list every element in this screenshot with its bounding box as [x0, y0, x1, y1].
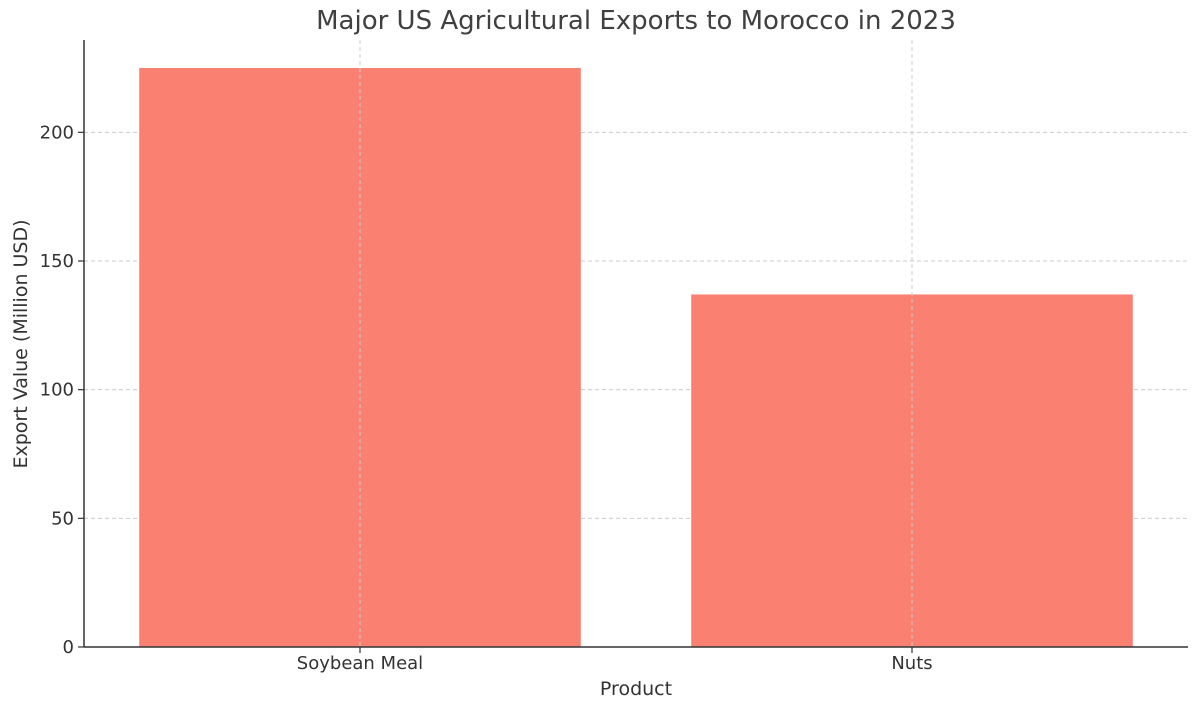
x-tick-label: Nuts	[891, 653, 932, 674]
x-axis-ticks: Soybean Meal Nuts	[297, 647, 933, 674]
y-axis-ticks: 0 50 100 150 200	[40, 122, 84, 658]
chart-title: Major US Agricultural Exports to Morocco…	[316, 6, 956, 36]
y-axis-label: Export Value (Million USD)	[10, 219, 32, 468]
y-tick-label: 100	[40, 380, 74, 401]
x-axis-label: Product	[600, 678, 672, 700]
y-tick-label: 50	[51, 508, 74, 529]
x-tick-label: Soybean Meal	[297, 653, 423, 674]
x-gridlines	[359, 40, 913, 647]
bars	[139, 68, 1133, 647]
y-tick-label: 150	[40, 251, 74, 272]
y-tick-label: 200	[40, 122, 74, 143]
y-tick-label: 0	[63, 637, 74, 658]
